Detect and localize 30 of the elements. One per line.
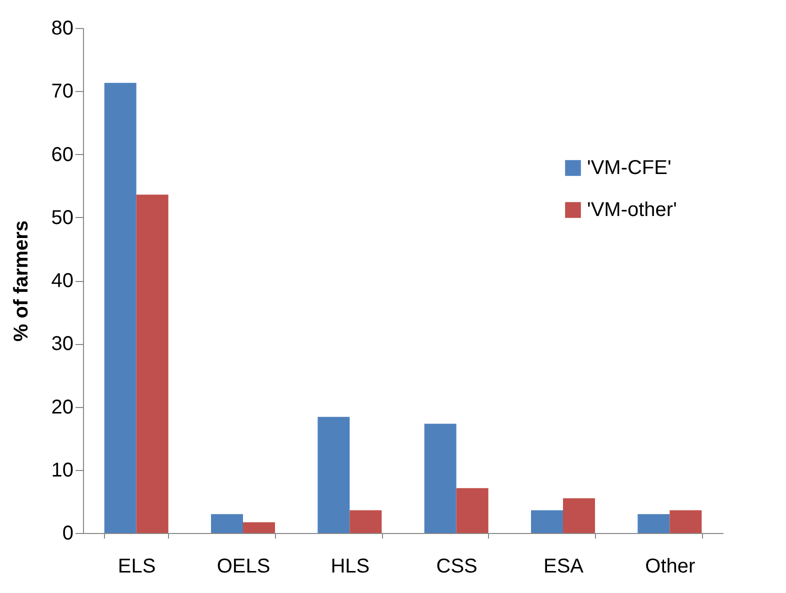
legend-label: 'VM-other' (587, 199, 677, 221)
y-tick-label: 40 (51, 270, 74, 292)
y-tick-label: 50 (51, 206, 74, 229)
bar (563, 498, 595, 533)
y-tick-label: 0 (62, 522, 74, 544)
x-tick-label: HLS (330, 556, 370, 578)
x-tick-label: Other (645, 556, 696, 578)
bar (638, 514, 670, 533)
bar (211, 514, 243, 533)
x-tick-label: CSS (436, 556, 478, 578)
bar (424, 424, 456, 533)
legend-label: 'VM-CFE' (587, 157, 672, 179)
y-tick-label: 80 (51, 18, 74, 40)
bar (136, 194, 168, 533)
x-tick-label: ESA (543, 556, 584, 578)
bar (531, 510, 563, 533)
y-tick-label: 20 (51, 396, 74, 418)
y-tick-label: 30 (51, 333, 74, 356)
y-tick-label: 70 (51, 80, 74, 103)
y-axis-title: % of farmers (10, 220, 32, 342)
bar (456, 488, 488, 533)
y-tick-label: 60 (51, 144, 74, 166)
y-tick-label: 10 (51, 459, 74, 482)
bar (670, 510, 702, 533)
bar (350, 510, 382, 533)
x-tick-label: ELS (118, 556, 156, 578)
x-tick-label: OELS (216, 556, 270, 578)
bar (318, 416, 350, 533)
bar (243, 522, 275, 533)
bar (104, 82, 136, 533)
